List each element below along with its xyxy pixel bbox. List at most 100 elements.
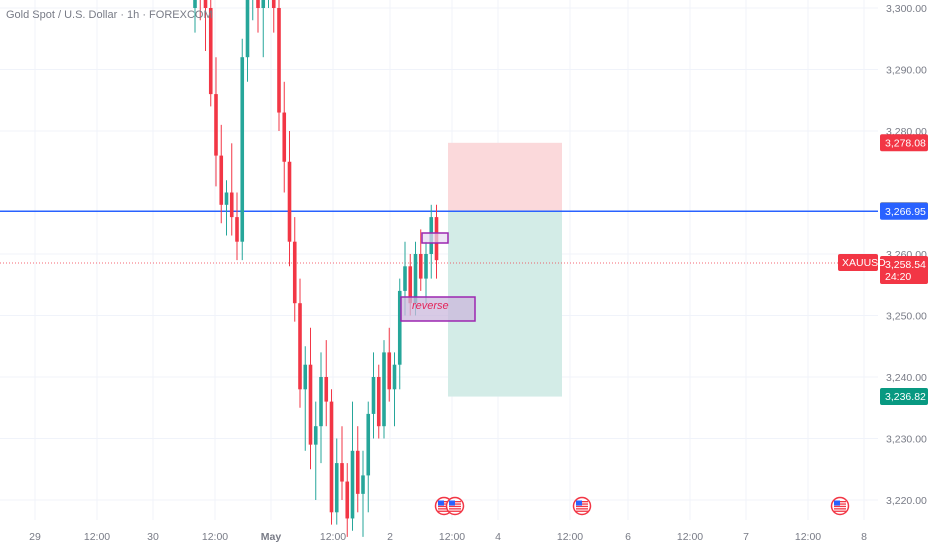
price-label: 3,258.54 xyxy=(885,259,926,271)
candle-body xyxy=(418,254,423,279)
candle-body xyxy=(403,266,407,291)
x-tick-label: 2 xyxy=(387,531,393,543)
price-label-bg xyxy=(880,134,928,152)
x-tick-label: 12:00 xyxy=(202,531,228,543)
candle-body xyxy=(203,0,208,9)
price-label-bg xyxy=(880,202,928,220)
flag-stripe xyxy=(834,508,846,510)
top-marker-box xyxy=(421,232,449,244)
candle-body xyxy=(240,57,245,242)
candle-body xyxy=(319,377,323,427)
flag-stripe xyxy=(438,505,450,508)
price-label-bg xyxy=(880,255,928,284)
candle-body xyxy=(413,254,418,304)
flag-stripe xyxy=(449,510,461,512)
candle-body xyxy=(345,481,350,519)
x-tick-label: 29 xyxy=(29,531,41,543)
countdown-label: 24:20 xyxy=(885,271,911,283)
candle-body xyxy=(298,303,302,390)
candle-body xyxy=(261,0,266,9)
y-tick-label: 3,240.00 xyxy=(886,372,927,384)
candle-body xyxy=(324,377,329,402)
candle-body xyxy=(256,0,260,8)
flag-stripe xyxy=(449,508,461,510)
candle-body xyxy=(282,112,287,162)
flag-stripe xyxy=(438,508,450,510)
event-icon-4[interactable] xyxy=(830,496,850,516)
candle-body xyxy=(245,0,250,58)
candle-body xyxy=(350,450,355,519)
y-tick-label: 3,220.00 xyxy=(886,495,927,507)
x-tick-label: 4 xyxy=(495,531,501,543)
candle-body xyxy=(193,0,197,8)
annotation-label: reverse xyxy=(412,300,449,312)
x-tick-label: 12:00 xyxy=(557,531,583,543)
candle-body xyxy=(277,8,281,113)
candle-body xyxy=(408,266,413,304)
price-label: 3,266.95 xyxy=(885,206,926,218)
y-tick-label: 3,300.00 xyxy=(886,3,927,15)
x-tick-label: 6 xyxy=(625,531,631,543)
event-icon-3[interactable] xyxy=(572,496,592,516)
event-icon-2[interactable] xyxy=(445,496,465,516)
chart-title: Gold Spot / U.S. Dollar · 1h · FOREXCOM xyxy=(6,9,213,21)
flag-stripe xyxy=(576,505,588,508)
candle-body xyxy=(308,364,313,445)
candle-body xyxy=(224,192,229,205)
candle-body xyxy=(334,463,339,513)
flag-stripe xyxy=(576,510,588,512)
flag-canton xyxy=(576,500,582,506)
flag-stripe xyxy=(576,508,588,510)
x-tick-label: 12:00 xyxy=(795,531,821,543)
flag-canton xyxy=(834,500,840,506)
candle-body xyxy=(397,290,402,365)
flag-stripe xyxy=(438,510,450,512)
candle-body xyxy=(361,475,365,494)
flag-canton xyxy=(449,500,455,506)
candle-body xyxy=(382,352,386,427)
candle-body xyxy=(303,364,308,390)
candle-body xyxy=(329,401,334,513)
candle-body xyxy=(366,413,371,476)
candle-body xyxy=(340,463,344,482)
x-tick-label: 12:00 xyxy=(320,531,346,543)
flag-stripe xyxy=(449,505,461,508)
price-label: 3,278.08 xyxy=(885,137,926,149)
stop-loss-zone xyxy=(448,142,562,212)
flag-stripe xyxy=(834,505,846,508)
candle-body xyxy=(376,377,381,427)
x-tick-label: 7 xyxy=(743,531,749,543)
candle-body xyxy=(355,450,360,494)
candle-body xyxy=(387,352,392,390)
candle-body xyxy=(271,0,276,8)
candle-body xyxy=(424,254,428,279)
candle-body xyxy=(371,377,376,414)
flag-canton xyxy=(438,500,444,506)
x-tick-label: 30 xyxy=(147,531,159,543)
candle-body xyxy=(229,192,234,218)
x-tick-label: 12:00 xyxy=(677,531,703,543)
candle-body xyxy=(287,161,292,242)
candle-body xyxy=(292,241,297,304)
reverse-box xyxy=(400,296,476,322)
x-tick-label: 12:00 xyxy=(439,531,465,543)
price-label-bg xyxy=(880,388,928,406)
x-tick-label: 12:00 xyxy=(84,531,110,543)
y-tick-label: 3,230.00 xyxy=(886,434,927,446)
y-tick-label: 3,290.00 xyxy=(886,65,927,77)
symbol-tag-bg xyxy=(838,253,878,271)
x-tick-label: May xyxy=(261,531,282,543)
x-tick-label: 8 xyxy=(861,531,867,543)
price-label: 3,236.82 xyxy=(885,391,926,403)
candle-body xyxy=(392,364,397,390)
candle-body xyxy=(208,8,213,95)
candle-body xyxy=(235,217,239,242)
y-tick-label: 3,250.00 xyxy=(886,311,927,323)
candle-body xyxy=(219,155,224,205)
candle-body xyxy=(313,426,318,445)
candle-body xyxy=(214,94,218,156)
symbol-tag: XAUUSD xyxy=(842,257,886,269)
flag-stripe xyxy=(834,510,846,512)
